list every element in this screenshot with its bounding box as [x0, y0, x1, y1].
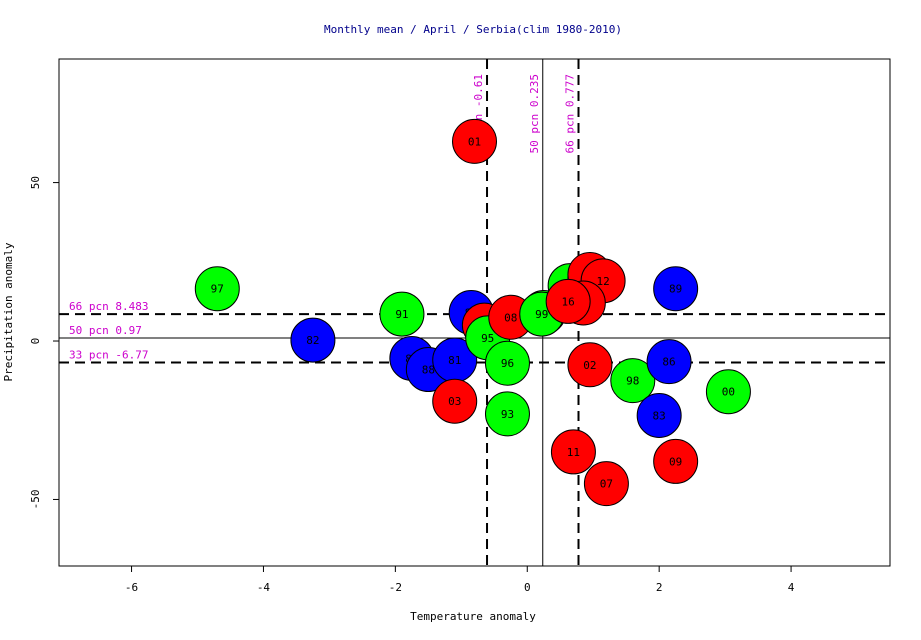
- point-label-07: 07: [600, 478, 613, 491]
- point-83: [636, 392, 682, 438]
- point-02: [567, 342, 613, 388]
- point-09: [653, 438, 699, 484]
- y-tick-label-1: 0: [29, 338, 42, 345]
- vline-label-1: 50 pcn 0.235: [528, 74, 541, 153]
- y-tick-label-0: -50: [29, 490, 42, 510]
- chart-title: Monthly mean / April / Serbia(clim 1980-…: [324, 23, 622, 36]
- vline-label-2: 66 pcn 0.777: [564, 74, 577, 153]
- point-11: [550, 429, 596, 475]
- hline-label-1: 50 pcn 0.97: [69, 324, 142, 337]
- point-label-93: 93: [501, 408, 514, 421]
- point-label-91: 91: [395, 308, 408, 321]
- point-label-83: 83: [653, 409, 666, 422]
- x-axis-label: Temperature anomaly: [410, 610, 536, 623]
- point-03: [432, 378, 478, 424]
- point-label-03: 03: [448, 395, 461, 408]
- point-label-97: 97: [211, 283, 224, 296]
- point-label-11: 11: [567, 446, 580, 459]
- hline-label-0: 66 pcn 8.483: [69, 300, 148, 313]
- point-91: [379, 291, 425, 337]
- point-07: [583, 461, 629, 507]
- plot-frame: [58, 58, 891, 567]
- y-tick-label-2: 50: [29, 176, 42, 189]
- point-label-12: 12: [596, 275, 609, 288]
- x-tick-label-4: 2: [656, 581, 663, 594]
- point-label-89: 89: [669, 283, 682, 296]
- point-97: [194, 266, 240, 312]
- point-label-01: 01: [468, 135, 481, 148]
- point-label-96: 96: [501, 357, 514, 370]
- point-93: [484, 391, 530, 437]
- point-89: [653, 266, 699, 312]
- point-label-86: 86: [662, 356, 675, 369]
- y-axis-label: Precipitation anomaly: [2, 242, 15, 381]
- point-label-02: 02: [583, 359, 596, 372]
- point-98: [610, 358, 656, 404]
- point-86: [646, 339, 692, 385]
- x-tick-label-0: -6: [125, 581, 138, 594]
- point-label-82: 82: [306, 334, 319, 347]
- point-label-08: 08: [504, 311, 517, 324]
- point-01: [452, 118, 497, 164]
- point-16: [545, 278, 591, 324]
- point-label-00: 00: [722, 386, 735, 399]
- point-label-81: 81: [448, 354, 461, 367]
- x-tick-label-5: 4: [788, 581, 795, 594]
- point-label-99: 99: [535, 308, 548, 321]
- x-tick-label-2: -2: [389, 581, 402, 594]
- data-points: 9782918488810301870595969308949990100612…: [194, 118, 751, 507]
- x-tick-label-1: -4: [257, 581, 271, 594]
- point-00: [705, 369, 751, 415]
- hline-label-2: 33 pcn -6.77: [69, 348, 148, 361]
- point-label-09: 09: [669, 455, 682, 468]
- point-label-88: 88: [422, 364, 435, 377]
- point-96: [484, 340, 530, 386]
- point-label-16: 16: [562, 295, 575, 308]
- point-label-95: 95: [481, 332, 494, 345]
- point-label-98: 98: [626, 375, 639, 388]
- point-82: [290, 317, 336, 363]
- x-tick-label-3: 0: [524, 581, 531, 594]
